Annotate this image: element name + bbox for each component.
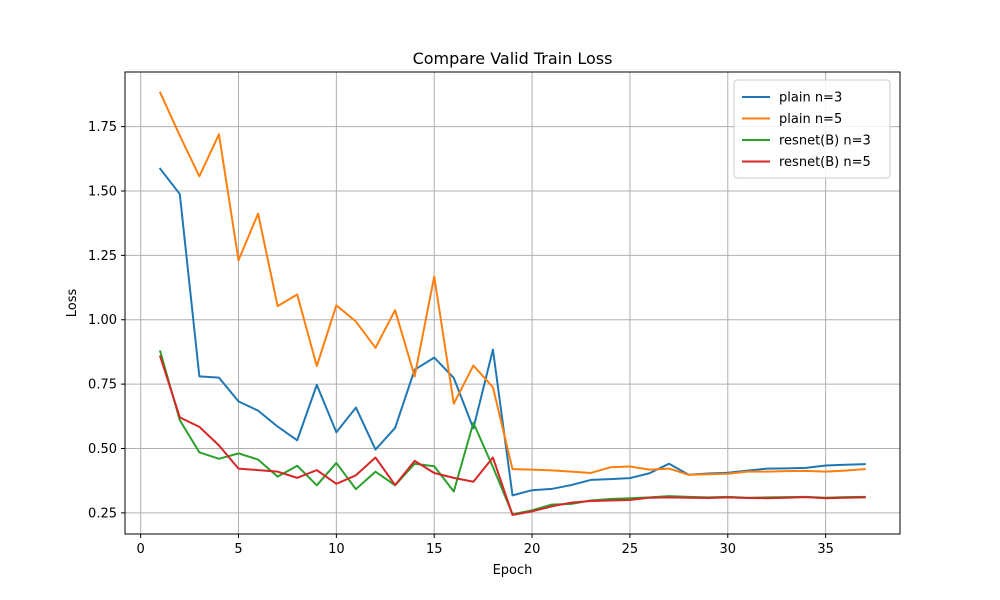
series-line-1	[158, 167, 866, 497]
plot-frame	[124, 71, 901, 535]
y-tick-label: 0.50	[88, 442, 117, 457]
x-tick-label: 35	[817, 542, 834, 557]
legend: plain n=3 plain n=5 resnet(B) n=3 resnet(B)…	[733, 79, 891, 179]
series-lines	[158, 91, 866, 516]
legend-label: resnet(B) n=5	[779, 155, 871, 170]
x-tick-label: 10	[328, 542, 345, 557]
y-tick-label: 1.75	[88, 120, 117, 135]
legend-label: plain n=5	[779, 112, 842, 127]
x-tick-label: 25	[622, 542, 639, 557]
axis-ticks: 0 5 10 15 20 25 30 35 0.25 0.50 0.75 1.00 1.25 1.50 1.…	[88, 120, 834, 557]
series-line-4	[158, 355, 866, 516]
y-tick-label: 1.25	[88, 249, 117, 264]
y-axis-label: Loss	[65, 289, 80, 318]
series-line-2	[158, 91, 866, 476]
x-tick-label: 0	[137, 542, 145, 557]
y-tick-label: 1.00	[88, 313, 117, 328]
y-tick-label: 1.50	[88, 184, 117, 199]
x-tick-label: 20	[524, 542, 541, 557]
legend-label: resnet(B) n=3	[779, 134, 871, 149]
chart-title: Compare Valid Train Loss	[413, 49, 613, 68]
x-tick-label: 5	[234, 542, 242, 557]
x-tick-label: 15	[426, 542, 443, 557]
x-tick-label: 30	[720, 542, 737, 557]
y-tick-label: 0.25	[88, 506, 117, 521]
legend-label: plain n=3	[779, 91, 842, 106]
y-tick-label: 0.75	[88, 378, 117, 393]
legend-box	[733, 79, 891, 179]
x-axis-label: Epoch	[493, 563, 533, 578]
